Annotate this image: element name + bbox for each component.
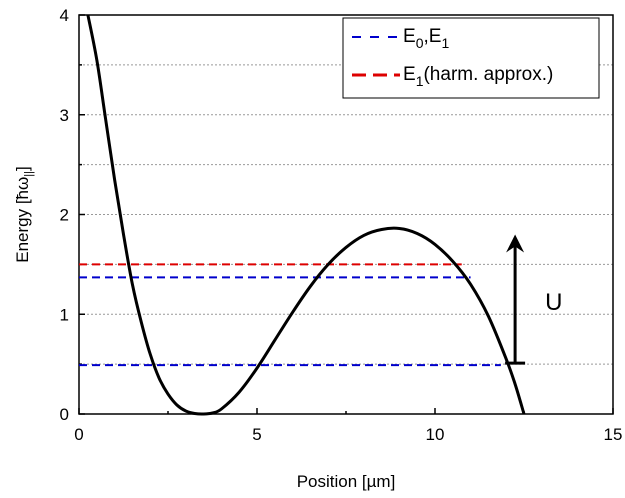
- grid-lines: [79, 64, 613, 365]
- x-tick-label: 15: [604, 425, 623, 444]
- energy-levels: [79, 263, 501, 367]
- y-tick-label: 2: [60, 206, 69, 225]
- y-tick-label: 4: [60, 6, 69, 25]
- legend-label-harmonic: E1(harm. approx.): [403, 64, 553, 89]
- x-tick-label: 10: [426, 425, 445, 444]
- x-tick-label: 0: [74, 425, 83, 444]
- legend-box: [342, 17, 600, 99]
- legend: E0,E1 E1(harm. approx.): [342, 17, 600, 99]
- y-axis-title: Energy [ħω||]: [13, 166, 35, 263]
- barrier-arrow: [505, 234, 526, 365]
- y-tick-label: 0: [60, 405, 69, 424]
- x-tick-label: 5: [252, 425, 261, 444]
- arrow-head: [506, 234, 525, 253]
- barrier-label: U: [545, 289, 562, 316]
- y-tick-label: 1: [60, 305, 69, 324]
- x-axis-title: Position [µm]: [297, 472, 396, 491]
- potential-curve: [86, 14, 526, 416]
- y-tick-label: 3: [60, 106, 69, 125]
- legend-label-levels: E0,E1: [403, 26, 449, 51]
